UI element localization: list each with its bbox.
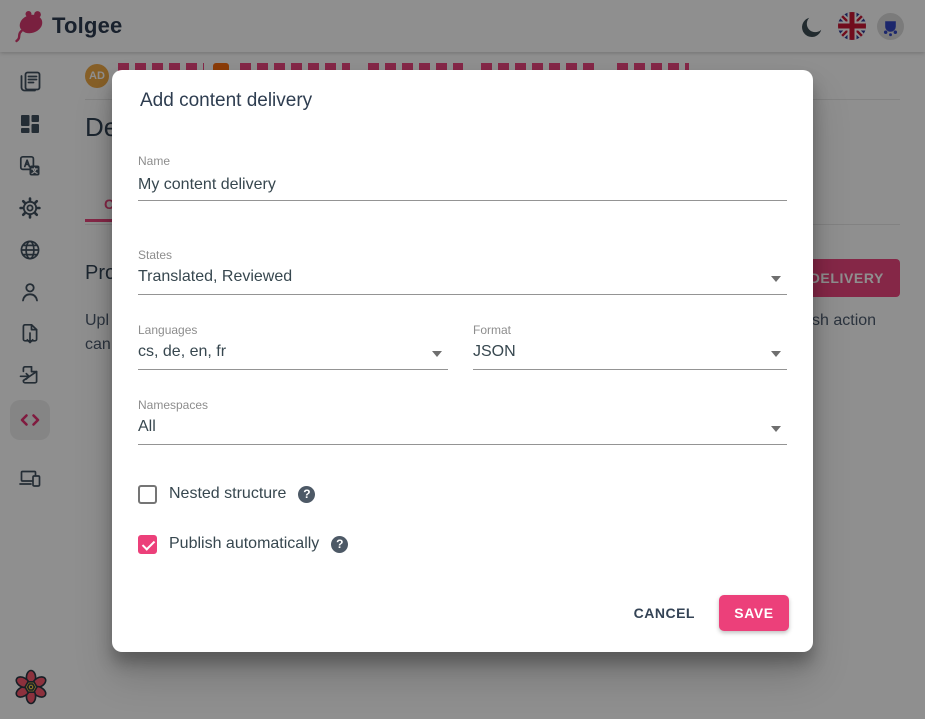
globe-icon bbox=[20, 240, 40, 260]
dark-mode-toggle[interactable] bbox=[799, 14, 825, 40]
translate-icon bbox=[19, 155, 40, 176]
sidebar-item-members[interactable] bbox=[10, 272, 50, 312]
export-icon bbox=[22, 323, 38, 344]
states-value: Translated, Reviewed bbox=[138, 268, 293, 285]
format-label: Format bbox=[473, 323, 512, 337]
publish-automatically-row: Publish automatically ? bbox=[138, 534, 349, 554]
publish-automatically-label: Publish automatically bbox=[169, 535, 320, 552]
user-avatar-icon bbox=[877, 13, 904, 40]
nested-structure-help-icon[interactable]: ? bbox=[298, 485, 316, 503]
save-button[interactable]: SAVE bbox=[719, 595, 789, 631]
sidebar-item-export[interactable] bbox=[10, 314, 50, 354]
add-content-delivery-label: T DELIVERY bbox=[796, 270, 884, 286]
publish-automatically-help-icon[interactable]: ? bbox=[331, 535, 349, 553]
devices-icon bbox=[19, 470, 41, 487]
tolgee-tools-mascot-button[interactable] bbox=[11, 667, 51, 707]
tolgee-logo[interactable] bbox=[12, 7, 48, 45]
section-description-line1-end: sh action bbox=[812, 312, 877, 329]
chevron-down-icon bbox=[771, 276, 781, 282]
nested-structure-row: Nested structure ? bbox=[138, 484, 316, 504]
sidebar-item-import[interactable] bbox=[10, 356, 50, 396]
sidebar-item-projects[interactable] bbox=[10, 62, 50, 102]
format-select[interactable]: JSON bbox=[473, 341, 787, 370]
section-description-line2: can bbox=[85, 336, 111, 353]
code-icon bbox=[20, 414, 40, 426]
top-bar: Tolgee bbox=[0, 0, 925, 52]
gear-icon bbox=[19, 197, 41, 219]
namespaces-select[interactable]: All bbox=[138, 416, 787, 445]
tolgee-mouse-icon bbox=[15, 11, 43, 43]
dialog-title: Add content delivery bbox=[140, 90, 313, 111]
states-select[interactable]: Translated, Reviewed bbox=[138, 266, 787, 295]
nested-structure-label: Nested structure bbox=[169, 485, 287, 502]
chevron-down-icon bbox=[432, 351, 442, 357]
add-content-delivery-dialog: Add content delivery Name States Transla… bbox=[112, 70, 813, 652]
sidebar-item-project-settings[interactable] bbox=[10, 188, 50, 228]
format-value: JSON bbox=[473, 343, 516, 360]
dashboard-icon bbox=[21, 115, 39, 133]
breadcrumb-user-avatar[interactable]: AD bbox=[85, 64, 109, 88]
languages-label: Languages bbox=[138, 323, 198, 337]
sidebar-nav bbox=[0, 52, 60, 719]
nested-structure-checkbox[interactable] bbox=[138, 484, 157, 504]
uk-flag-icon bbox=[838, 12, 866, 40]
chevron-down-icon bbox=[771, 426, 781, 432]
section-description-line1: Upl bbox=[85, 312, 110, 329]
namespaces-label: Namespaces bbox=[138, 398, 209, 412]
namespaces-value: All bbox=[138, 418, 156, 435]
cancel-button[interactable]: CANCEL bbox=[624, 597, 705, 629]
import-icon bbox=[19, 365, 38, 384]
person-icon bbox=[22, 283, 38, 302]
name-input[interactable] bbox=[138, 170, 787, 201]
sidebar-item-developer-hub[interactable] bbox=[10, 400, 50, 440]
sidebar-item-translations[interactable] bbox=[10, 146, 50, 186]
chevron-down-icon bbox=[771, 351, 781, 357]
projects-icon bbox=[20, 71, 41, 92]
dialog-actions: CANCEL SAVE bbox=[624, 595, 789, 631]
user-avatar-button[interactable] bbox=[877, 13, 904, 40]
moon-icon bbox=[802, 17, 822, 37]
languages-value: cs, de, en, fr bbox=[138, 343, 227, 360]
name-label: Name bbox=[138, 154, 171, 168]
flower-mascot-icon bbox=[15, 669, 47, 705]
publish-automatically-checkbox[interactable] bbox=[138, 534, 157, 554]
states-label: States bbox=[138, 248, 173, 262]
sidebar-item-dashboard[interactable] bbox=[10, 104, 50, 144]
brand-title: Tolgee bbox=[52, 13, 123, 38]
language-selector[interactable] bbox=[838, 12, 866, 40]
section-heading: Pro bbox=[85, 262, 117, 284]
sidebar-item-integrate[interactable] bbox=[10, 458, 50, 498]
sidebar-item-languages[interactable] bbox=[10, 230, 50, 270]
languages-select[interactable]: cs, de, en, fr bbox=[138, 341, 448, 370]
